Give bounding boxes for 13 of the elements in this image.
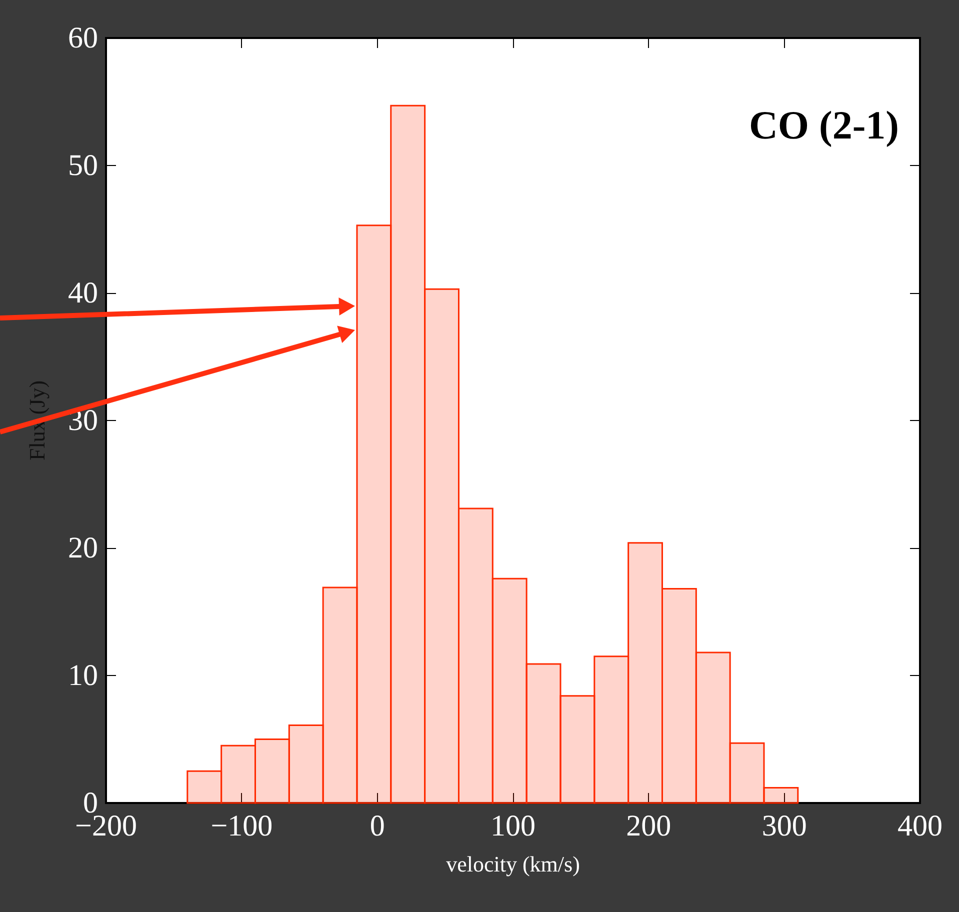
- y-tick-label: 20: [68, 532, 98, 564]
- x-axis-title: velocity (km/s): [446, 852, 580, 876]
- x-tick-label: 0: [370, 810, 385, 842]
- x-tick-label: 300: [762, 810, 807, 842]
- annotation: CO (2-1): [749, 102, 900, 148]
- y-tick-label: 40: [68, 276, 98, 310]
- x-tick-label: −100: [210, 810, 273, 842]
- y-tick-label: 50: [68, 149, 98, 182]
- y-tick-label: 10: [68, 659, 98, 692]
- y-tick-label: 60: [68, 22, 98, 54]
- x-tick-label: 100: [490, 810, 536, 842]
- x-tick-label: 200: [626, 810, 672, 842]
- x-tick-label: 400: [898, 810, 942, 842]
